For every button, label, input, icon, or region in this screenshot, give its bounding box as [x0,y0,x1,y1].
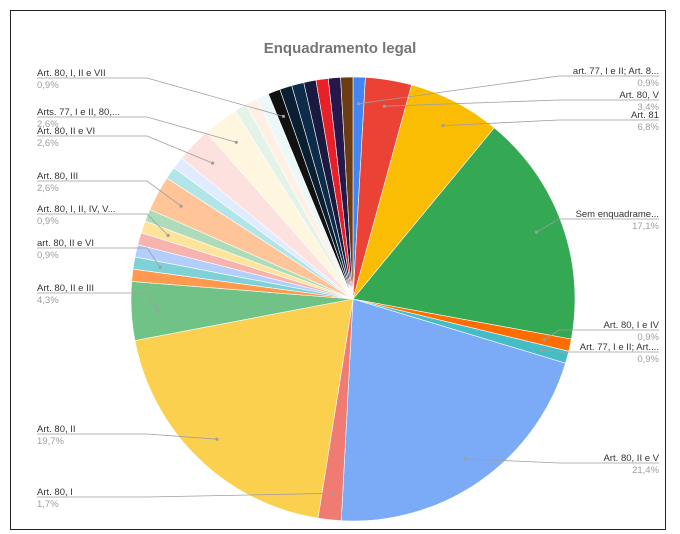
leader-line [442,119,659,126]
leader-line [37,116,237,143]
pie-slice [340,298,566,522]
slice-value-label: 1,7% [37,499,59,510]
chart-title: Enquadramento legal [264,40,417,57]
slice-label: Art. 77, I e II; Art.... [580,342,659,353]
chart-frame: Enquadramento legal art. 77, I e II; Art… [10,10,666,530]
leader-line [37,247,161,268]
slice-value-label: 17,1% [632,221,659,232]
slice-label: Art. 80, II e V [604,453,660,464]
slice-label: Art. 80, I [37,487,73,498]
slice-value-label: 19,7% [37,436,64,447]
pie-chart: Enquadramento legal art. 77, I e II; Art… [37,40,660,522]
slice-value-label: 0,9% [37,80,59,91]
leader-line [465,458,659,464]
slice-value-label: 2,6% [37,119,59,130]
slice-label: Art. 80, II e III [37,283,94,294]
pie-slice [134,298,354,519]
slice-value-label: 21,4% [632,465,659,476]
slice-value-label: 0,9% [37,250,59,261]
leader-line [37,292,159,310]
slice-value-label: 0,9% [37,216,59,227]
pie-slice [340,76,354,300]
slice-label: Art. 80, III [37,171,78,182]
slice-value-label: 0,9% [637,354,659,365]
slice-value-label: 2,6% [37,183,59,194]
slice-label: Art. 80, V [619,90,659,101]
slice-label: Art. 80, I, II, IV, V... [37,204,116,215]
leader-line [543,329,659,341]
leader-line [541,349,659,353]
slice-value-label: 3,4% [637,102,659,113]
slice-label: Art. 81 [631,110,659,121]
pie-slice [352,127,576,340]
slice-label: Art. 80, II e VI [37,126,95,137]
slice-value-label: 4,3% [37,295,59,306]
slice-label: Sem enquadrame... [576,209,659,220]
leader-line [37,492,333,498]
slice-value-label: 2,6% [37,138,59,149]
slice-label: Art. 80, I e IV [604,320,660,331]
leader-line [37,213,169,236]
slice-label: Art. 80, I, II e VII [37,68,106,79]
slice-label: Art. 80, II [37,424,76,435]
slice-value-label: 0,9% [637,78,659,89]
leader-line [37,77,284,117]
leader-line [358,75,659,105]
leader-line [37,433,217,440]
slice-label: art. 77, I e II; Art. 8... [573,66,659,77]
slice-label: art. 80, II e VI [37,238,94,249]
slice-label: Arts. 77, I e II, 80,... [37,107,120,118]
slice-value-label: 0,9% [637,332,659,343]
leader-line [37,180,182,207]
slice-value-label: 6,8% [637,122,659,133]
leader-line [37,135,213,164]
leader-line [536,218,659,233]
leader-line [384,99,659,107]
